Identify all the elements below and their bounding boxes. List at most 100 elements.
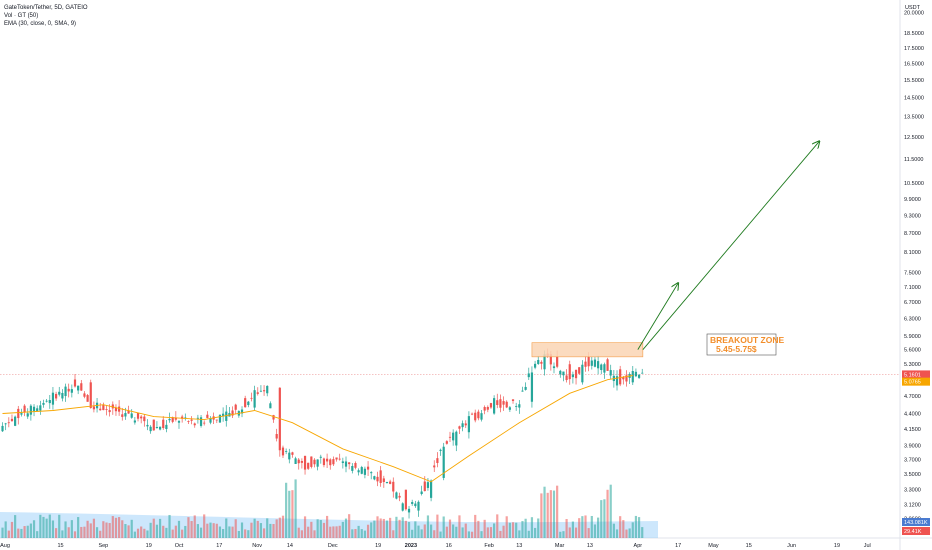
volume-bar bbox=[64, 521, 67, 538]
volume-bar bbox=[634, 515, 638, 538]
volume-bar bbox=[348, 514, 351, 538]
candle-body bbox=[158, 426, 162, 430]
volume-bar bbox=[524, 518, 527, 538]
candle-body bbox=[184, 417, 187, 419]
volume-bar bbox=[379, 518, 382, 538]
candle-body bbox=[105, 409, 108, 410]
volume-bar bbox=[527, 530, 530, 538]
volume-bar bbox=[587, 528, 590, 538]
candle-body bbox=[64, 386, 67, 397]
price-tick-label: 6.7000 bbox=[904, 300, 921, 306]
candle-body bbox=[549, 354, 552, 365]
volume-bar bbox=[540, 493, 543, 538]
time-tick-label: 17 bbox=[216, 543, 222, 549]
volume-bar bbox=[537, 518, 540, 538]
volume-bar bbox=[114, 517, 118, 538]
candle-body bbox=[23, 405, 26, 413]
volume-bar bbox=[382, 518, 385, 538]
volume-bar bbox=[461, 527, 464, 538]
volume-bar bbox=[118, 517, 121, 538]
candle-body bbox=[606, 359, 609, 371]
volume-bar bbox=[395, 516, 398, 538]
svg-text:143.081K: 143.081K bbox=[904, 520, 928, 526]
volume-bar bbox=[344, 518, 348, 538]
candle-body bbox=[508, 407, 511, 410]
candle-body bbox=[10, 418, 14, 421]
candle-body bbox=[351, 465, 354, 471]
volume-bar bbox=[464, 523, 467, 538]
price-tick-label: 3.1200 bbox=[904, 503, 921, 509]
time-tick-label: 15 bbox=[746, 543, 752, 549]
candle-body bbox=[559, 370, 562, 375]
volume-bar bbox=[335, 526, 338, 538]
candle-body bbox=[89, 382, 92, 408]
candle-body bbox=[275, 434, 278, 439]
candle-body bbox=[294, 458, 297, 465]
candle-body bbox=[366, 466, 370, 470]
volume-bar bbox=[285, 482, 288, 538]
volume-bar bbox=[515, 522, 518, 538]
candle-body bbox=[581, 364, 584, 383]
volume-bar bbox=[215, 523, 218, 538]
volume-bar bbox=[199, 527, 203, 538]
volume-bar bbox=[316, 519, 319, 538]
volume-bar bbox=[212, 523, 215, 538]
volume-bar bbox=[190, 521, 193, 538]
candle-body bbox=[515, 406, 518, 407]
volume-bar bbox=[511, 522, 515, 538]
volume-bar bbox=[206, 523, 209, 538]
volume-bar bbox=[67, 527, 70, 538]
volume-bar bbox=[578, 518, 581, 538]
legend-ema[interactable]: EMA (30, close, 0, SMA, 9) bbox=[4, 21, 77, 27]
candle-body bbox=[533, 363, 537, 368]
candle-body bbox=[385, 481, 389, 484]
volume-bar bbox=[303, 516, 307, 538]
candle-body bbox=[168, 418, 171, 421]
volume-bar bbox=[433, 530, 436, 538]
candle-body bbox=[587, 357, 590, 367]
candle-body bbox=[118, 406, 121, 412]
candle-body bbox=[61, 392, 64, 399]
volume-bar bbox=[606, 489, 609, 538]
time-tick-label: Dec bbox=[328, 543, 338, 549]
candles-group bbox=[1, 348, 644, 519]
candle-body bbox=[108, 410, 111, 413]
price-tick-label: 4.1500 bbox=[904, 427, 921, 433]
volume-bar bbox=[619, 516, 622, 538]
volume-bar bbox=[20, 528, 23, 538]
candle-body bbox=[363, 468, 367, 475]
candle-body bbox=[571, 374, 574, 378]
candle-body bbox=[146, 424, 149, 427]
candle-body bbox=[58, 391, 61, 395]
volume-bar bbox=[641, 527, 644, 538]
volume-bar bbox=[445, 526, 448, 538]
candle-body bbox=[423, 481, 426, 492]
legend-symbol[interactable]: GateToken/Tether, 5D, GATEIO bbox=[4, 5, 88, 11]
legend-volume[interactable]: Vol · GT (50) bbox=[4, 13, 39, 19]
volume-bar bbox=[165, 527, 168, 538]
volume-bar bbox=[584, 515, 587, 538]
volume-bar bbox=[181, 529, 184, 538]
time-tick-label: Oct bbox=[175, 543, 184, 549]
volume-bar bbox=[552, 490, 556, 538]
candle-body bbox=[552, 366, 556, 369]
time-tick-label: May bbox=[708, 543, 719, 549]
candle-body bbox=[45, 400, 48, 402]
volume-bar bbox=[127, 525, 130, 538]
volume-bar bbox=[609, 484, 612, 538]
volume-bar bbox=[152, 518, 155, 538]
candle-body bbox=[225, 411, 228, 421]
candle-body bbox=[266, 385, 269, 394]
volume-bar bbox=[360, 529, 363, 538]
volume-bar bbox=[269, 523, 272, 538]
volume-bar bbox=[143, 528, 146, 538]
price-tick-label: 7.1000 bbox=[904, 285, 921, 291]
candle-body bbox=[319, 456, 322, 458]
volume-bar bbox=[124, 524, 127, 538]
volume-bar bbox=[568, 527, 571, 538]
candle-body bbox=[307, 462, 310, 469]
volume-bar bbox=[562, 531, 565, 538]
candle-body bbox=[373, 476, 376, 480]
volume-bar bbox=[168, 514, 171, 538]
